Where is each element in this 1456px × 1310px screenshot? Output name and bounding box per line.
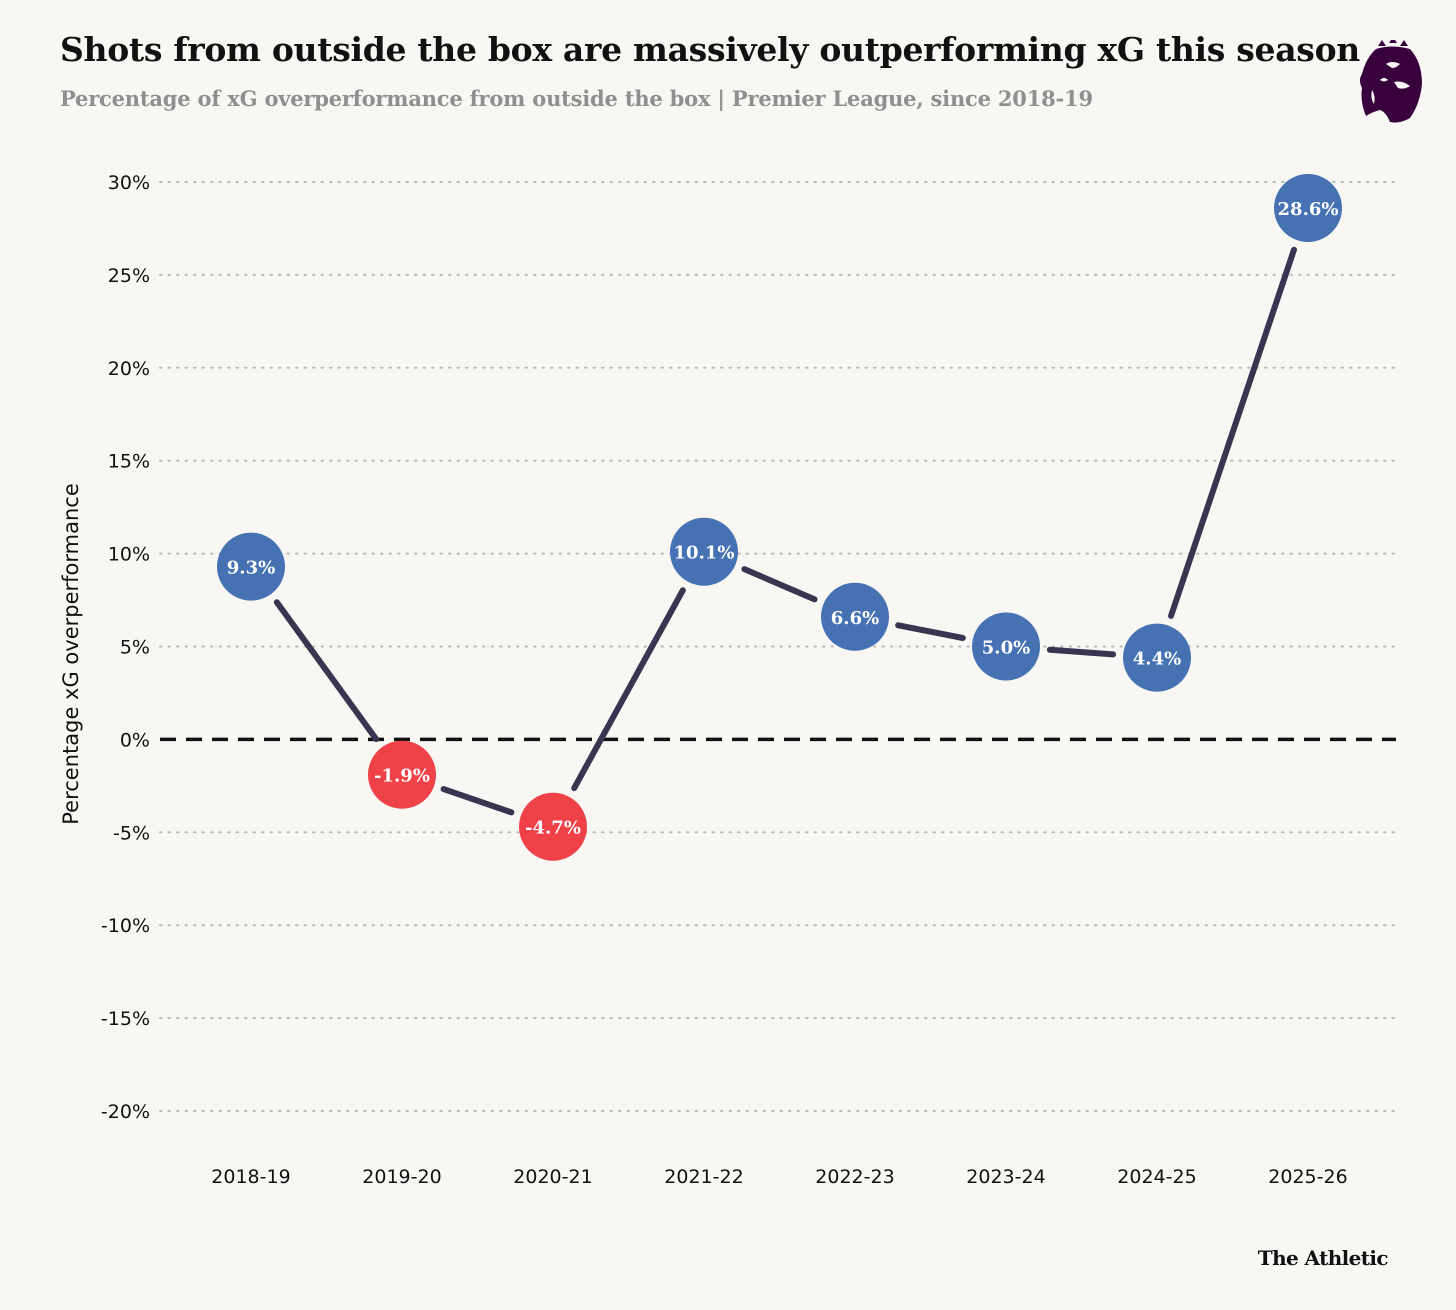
series-line-segment	[1046, 646, 1117, 658]
y-tick-label: 0%	[120, 729, 150, 751]
data-point-marker	[1123, 623, 1191, 692]
x-tick-label: 2018-19	[211, 1166, 290, 1188]
data-label: -4.7%	[525, 818, 581, 839]
gridlines	[159, 181, 1397, 1112]
x-axis: 2018-19 2019-20 2020-21 2021-22 2022-23 2023-…	[211, 1166, 1347, 1188]
data-points: 9.3% -1.9% -4.7% 10.1% 6.6% 5.0% 4.4% 28.6%	[217, 174, 1342, 861]
data-label: 6.6%	[831, 608, 879, 629]
data-point-marker	[972, 612, 1040, 681]
data-point-marker	[368, 740, 436, 809]
y-tick-label: -20%	[101, 1101, 150, 1123]
x-tick-label: 2022-23	[815, 1166, 894, 1188]
series-line-segment	[440, 786, 515, 816]
series-line-segment	[571, 587, 686, 792]
data-label: 10.1%	[674, 543, 735, 564]
chart-title: Shots from outside the box are massively…	[60, 30, 1360, 69]
premier-league-lion-icon	[1360, 40, 1422, 123]
y-tick-label: 30%	[108, 172, 150, 194]
series-line-segment	[273, 599, 380, 743]
data-point-marker	[519, 792, 587, 861]
data-point-marker	[821, 582, 889, 651]
series-line-segment	[895, 622, 966, 642]
data-label: -1.9%	[374, 766, 430, 787]
y-tick-label: -15%	[101, 1008, 150, 1030]
x-tick-label: 2019-20	[362, 1166, 441, 1188]
x-tick-label: 2023-24	[966, 1166, 1045, 1188]
data-label: 9.3%	[227, 558, 275, 579]
y-tick-label: 20%	[108, 358, 150, 380]
x-tick-label: 2025-26	[1268, 1166, 1347, 1188]
data-label: 5.0%	[982, 638, 1030, 659]
the-athletic-logo: The Athletic	[1257, 1246, 1389, 1270]
y-axis-label: Percentage xG overperformance	[59, 483, 83, 825]
y-tick-label: 15%	[108, 451, 150, 473]
y-tick-label: 10%	[108, 544, 150, 566]
data-point-marker	[1274, 174, 1342, 243]
x-tick-label: 2021-22	[664, 1166, 743, 1188]
data-label: 4.4%	[1133, 649, 1181, 670]
series-line-segment	[1168, 246, 1297, 619]
x-tick-label: 2024-25	[1117, 1166, 1196, 1188]
y-tick-label: -5%	[113, 822, 150, 844]
y-tick-label: 5%	[120, 637, 150, 659]
data-point-marker	[217, 532, 285, 601]
x-tick-label: 2020-21	[513, 1166, 592, 1188]
data-point-marker	[670, 517, 738, 586]
y-tick-label: 25%	[108, 265, 150, 287]
data-label: 28.6%	[1278, 199, 1339, 220]
y-tick-label: -10%	[101, 915, 150, 937]
chart-subtitle: Percentage of xG overperformance from ou…	[60, 86, 1093, 111]
y-axis: 30% 25% 20% 15% 10% 5% 0% -5% -10% -15% -20%	[101, 172, 150, 1123]
series-line-group	[273, 246, 1297, 816]
series-line-segment	[741, 566, 818, 603]
